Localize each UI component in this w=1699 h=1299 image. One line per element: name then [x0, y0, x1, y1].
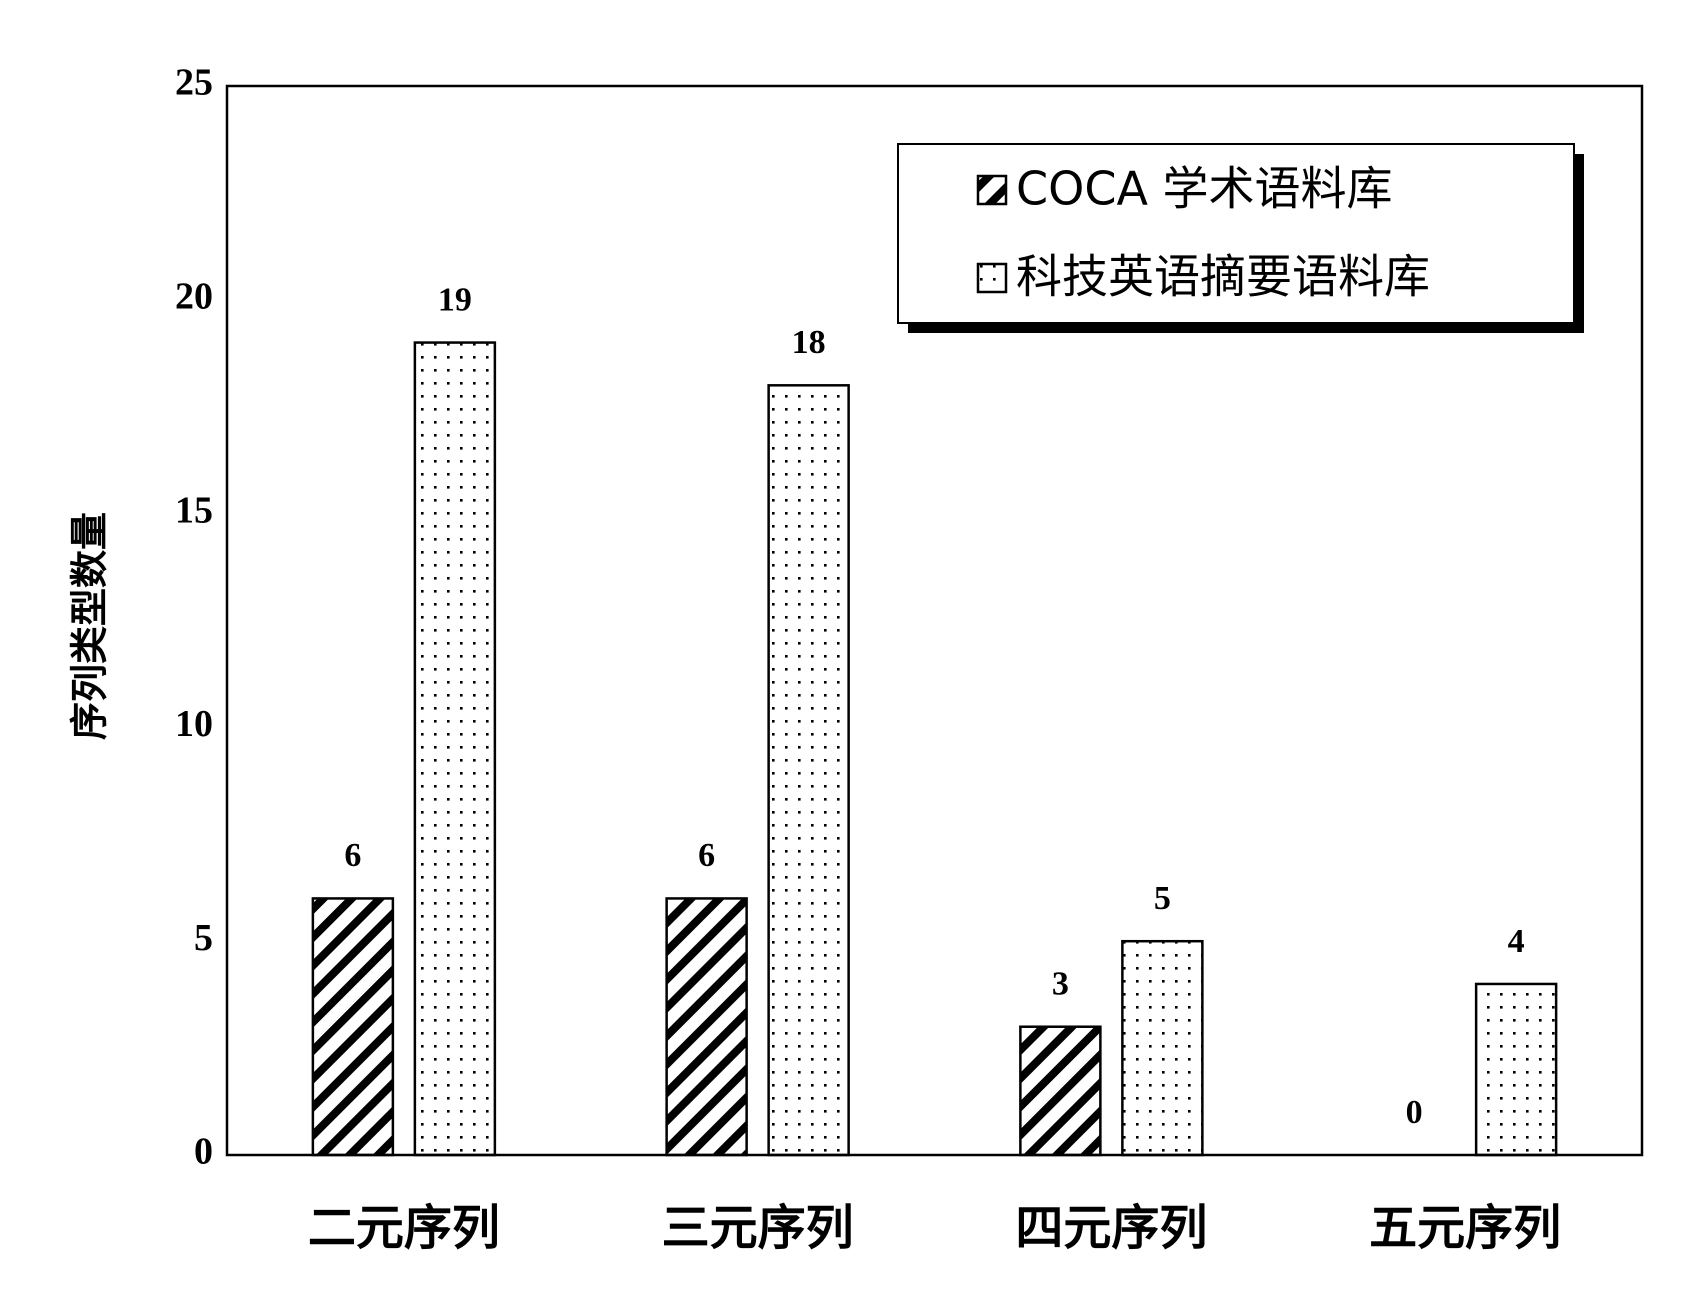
y-tick-label: 20 — [175, 276, 213, 318]
value-label: 3 — [1052, 966, 1069, 1003]
y-tick-label: 25 — [175, 62, 213, 104]
bar — [665, 897, 748, 1157]
legend-swatch — [976, 174, 1008, 206]
value-label: 6 — [698, 837, 715, 874]
value-label: 18 — [792, 324, 826, 361]
bar — [1019, 1025, 1102, 1157]
bar — [1121, 939, 1204, 1157]
value-label: 4 — [1508, 923, 1525, 960]
legend-swatch — [976, 262, 1008, 294]
bar — [767, 384, 850, 1157]
y-axis-label: 序列类型数量 — [68, 512, 112, 740]
value-label: 0 — [1406, 1094, 1423, 1131]
x-tick-label: 三元序列 — [662, 1200, 854, 1256]
bar — [1474, 982, 1558, 1157]
x-tick-label: 五元序列 — [1369, 1200, 1561, 1256]
plot-frame — [225, 84, 1644, 1157]
x-tick-label: 四元序列 — [1015, 1200, 1207, 1256]
x-tick-label: 二元序列 — [308, 1200, 500, 1256]
value-label: 5 — [1154, 880, 1171, 917]
legend — [897, 143, 1575, 324]
legend-label: COCA 学术语料库 — [1016, 162, 1393, 216]
bar — [413, 341, 497, 1157]
legend-label: 科技英语摘要语料库 — [1016, 250, 1430, 304]
bar — [311, 897, 395, 1157]
y-tick-label: 5 — [194, 917, 213, 959]
value-label: 19 — [438, 281, 472, 318]
y-tick-label: 15 — [175, 489, 213, 531]
value-label: 6 — [344, 837, 361, 874]
y-tick-label: 0 — [194, 1131, 213, 1173]
y-tick-label: 10 — [175, 703, 213, 745]
